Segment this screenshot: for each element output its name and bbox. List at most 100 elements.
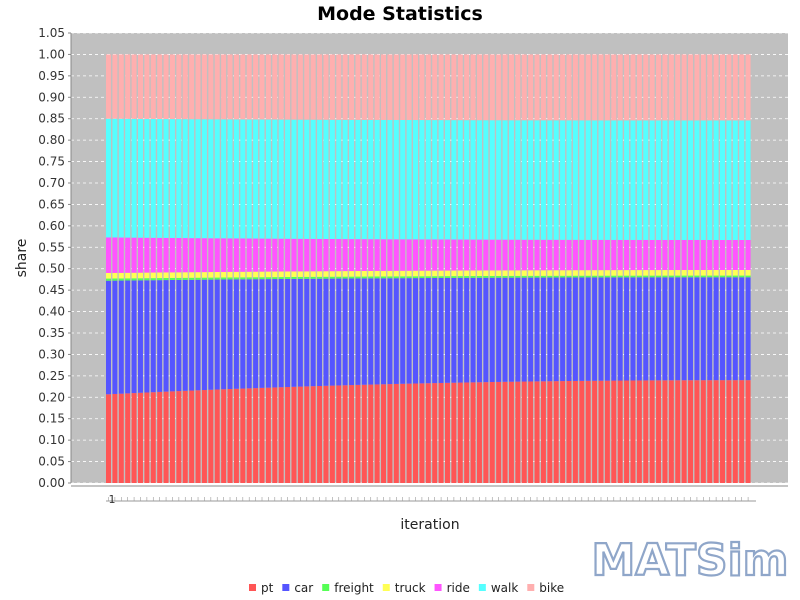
bar-segment-ride	[739, 240, 745, 270]
bar-segment-ride	[476, 239, 482, 271]
bar-segment-ride	[720, 240, 726, 270]
bar-segment-car	[604, 277, 610, 381]
bar-segment-freight	[681, 275, 687, 278]
bar-segment-ride	[265, 238, 271, 272]
bar-segment-bike	[400, 54, 406, 120]
bar-segment-ride	[201, 238, 207, 273]
bar-segment-freight	[297, 276, 303, 279]
bar-segment-freight	[630, 275, 636, 278]
bar-segment-ride	[221, 238, 227, 272]
bar-segment-truck	[611, 270, 617, 276]
bar-segment-truck	[342, 271, 348, 277]
bar-segment-walk	[432, 120, 438, 240]
legend-item-walk: walk	[478, 581, 518, 595]
stacked-bars	[106, 54, 751, 483]
bar-segment-walk	[137, 118, 143, 238]
bar-segment-ride	[106, 237, 111, 273]
bar-segment-freight	[617, 275, 623, 278]
bar-segment-walk	[182, 119, 188, 239]
bar-segment-freight	[508, 275, 514, 278]
bar-segment-ride	[668, 239, 674, 271]
bar-segment-walk	[502, 120, 508, 240]
bar-segment-bike	[259, 54, 265, 120]
bar-segment-walk	[265, 119, 271, 239]
bar-segment-walk	[713, 120, 719, 240]
bar-segment-walk	[150, 118, 156, 238]
bar-segment-walk	[112, 118, 118, 238]
bar-segment-car	[131, 280, 137, 394]
bar-segment-freight	[649, 275, 655, 278]
bar-segment-truck	[176, 272, 182, 278]
bar-segment-pt	[707, 380, 713, 483]
bar-segment-bike	[125, 54, 131, 119]
bar-segment-car	[483, 277, 489, 383]
bar-segment-bike	[413, 54, 418, 121]
bar-segment-truck	[323, 271, 329, 277]
legend-swatch	[249, 584, 256, 591]
bar-segment-ride	[656, 239, 662, 271]
bar-segment-truck	[720, 270, 726, 276]
bar-segment-truck	[393, 270, 399, 277]
bar-segment-ride	[361, 239, 367, 271]
bar-segment-truck	[240, 271, 246, 278]
legend-item-bike: bike	[527, 581, 564, 595]
bar-segment-bike	[374, 54, 380, 120]
bar-segment-car	[476, 277, 482, 383]
bar-segment-walk	[317, 119, 323, 239]
bar-segment-car	[278, 279, 284, 388]
bar-segment-pt	[700, 380, 706, 483]
bar-segment-walk	[240, 119, 246, 239]
bar-segment-bike	[707, 54, 713, 121]
bar-segment-pt	[502, 381, 508, 483]
bar-segment-bike	[515, 54, 521, 121]
bar-segment-truck	[579, 270, 585, 276]
bar-segment-ride	[643, 239, 649, 271]
bar-segment-truck	[668, 270, 674, 276]
bar-segment-freight	[201, 277, 207, 280]
bar-segment-bike	[540, 54, 546, 121]
bar-segment-freight	[566, 275, 572, 278]
bar-segment-ride	[169, 237, 175, 273]
bar-segment-car	[681, 277, 687, 381]
bar-segment-freight	[355, 276, 361, 279]
bar-segment-bike	[323, 54, 329, 120]
bar-segment-bike	[361, 54, 367, 120]
bar-segment-pt	[137, 392, 143, 483]
bar-segment-ride	[483, 239, 489, 271]
legend-label: car	[294, 581, 313, 595]
bar-segment-freight	[515, 275, 521, 278]
bar-segment-car	[201, 279, 207, 391]
bar-segment-car	[732, 277, 738, 381]
bar-segment-car	[700, 277, 706, 381]
bar-segment-bike	[265, 54, 271, 120]
bar-segment-ride	[451, 239, 457, 271]
bar-segment-car	[317, 278, 323, 387]
bar-segment-bike	[656, 54, 662, 121]
bar-segment-car	[534, 277, 540, 382]
bar-segment-walk	[508, 120, 514, 240]
bar-segment-pt	[739, 380, 745, 483]
bar-segment-truck	[425, 270, 431, 277]
bar-segment-pt	[560, 381, 566, 483]
bar-segment-freight	[272, 277, 278, 280]
bar-segment-walk	[406, 120, 412, 240]
bar-segment-pt	[681, 380, 687, 483]
bar-segment-bike	[688, 54, 694, 121]
bar-segment-pt	[521, 381, 527, 483]
bar-segment-walk	[649, 120, 655, 240]
bar-segment-pt	[438, 382, 444, 483]
bar-segment-ride	[368, 239, 374, 271]
bar-segment-bike	[438, 54, 444, 121]
bar-segment-pt	[496, 381, 502, 483]
bar-segment-freight	[208, 277, 214, 280]
legend-swatch	[434, 584, 442, 591]
bar-segment-freight	[700, 275, 706, 278]
bar-segment-walk	[189, 119, 195, 239]
bar-segment-freight	[317, 276, 323, 279]
bar-segment-ride	[406, 239, 412, 271]
bar-segment-car	[208, 279, 214, 390]
bar-segment-walk	[144, 118, 150, 238]
bar-segment-truck	[707, 270, 713, 276]
bar-segment-bike	[700, 54, 706, 121]
bar-segment-freight	[489, 275, 495, 278]
